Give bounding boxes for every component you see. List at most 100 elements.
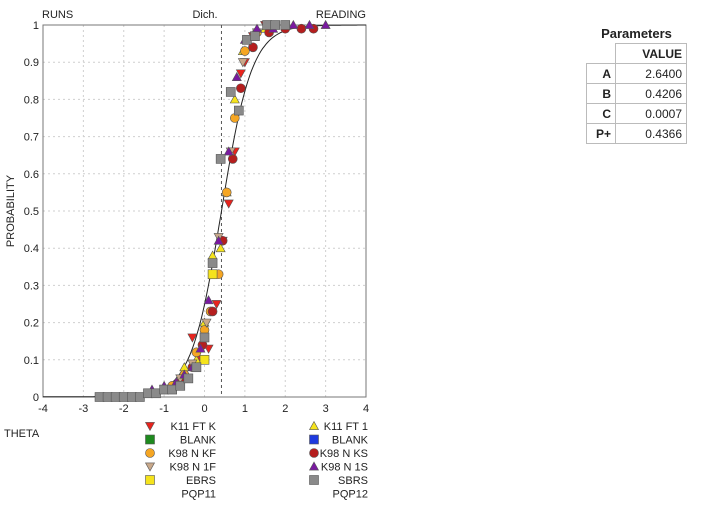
data-point-sbrs — [242, 35, 252, 45]
data-point-k11-ft-k — [235, 69, 246, 79]
legend-marker-k98-n-kf — [145, 448, 155, 458]
data-point-sbrs — [118, 392, 129, 402]
y-tick-label: 0.6 — [24, 169, 39, 181]
x-tick-label: -2 — [119, 403, 129, 415]
legend-marker-k98-n-1f — [144, 462, 156, 472]
x-tick-label: -3 — [78, 403, 88, 415]
parameter-key: P+ — [586, 123, 616, 144]
data-point-sbrs — [250, 31, 260, 41]
legend-marker-k11-ft-1 — [308, 420, 320, 430]
x-tick-label: 0 — [201, 403, 207, 415]
legend-label-k98-n-1f: K98 N 1F — [170, 462, 217, 474]
parameter-row-b: B 0.4206 — [586, 83, 687, 104]
data-point-sbrs — [94, 392, 105, 402]
parameter-row-c: C 0.0007 — [586, 103, 687, 124]
data-point-k98-n-1s — [213, 235, 224, 245]
value-column-header: VALUE — [615, 43, 687, 64]
y-tick-label: 0.8 — [24, 94, 39, 106]
data-point-k98-n-kf — [221, 187, 232, 198]
legend-label-k11-ft-k: K11 FT K — [171, 421, 217, 433]
chart: -4 -3 -2 -1 0 1 2 3 4 00.10.20.30.40.50.60.70.80… — [4, 9, 369, 501]
data-point-k98-n-1s — [304, 19, 315, 29]
data-point-k98-n-1s — [288, 19, 299, 29]
data-point-ebrs — [199, 354, 210, 365]
data-point-sbrs — [262, 20, 272, 30]
y-tick-label: 0 — [33, 392, 39, 404]
legend-label-k11-ft-1: K11 FT 1 — [324, 421, 368, 433]
data-point-sbrs — [127, 392, 137, 402]
y-tick-label: 0.4 — [24, 243, 39, 255]
data-point-sbrs — [270, 20, 280, 30]
y-tick-label: 1 — [33, 20, 39, 32]
data-point-k98-n-ks — [207, 306, 218, 317]
data-point-k98-n-ks — [248, 42, 258, 53]
legend-label-pqp11: PQP11 — [181, 489, 216, 501]
data-point-k11-ft-1 — [215, 243, 226, 253]
parameter-row-a: A 2.6400 — [586, 63, 687, 84]
data-point-k98-n-1s — [231, 71, 242, 81]
parameter-value: 0.0007 — [615, 103, 687, 124]
legend-marker-blank — [145, 434, 155, 445]
data-point-sbrs — [234, 105, 244, 116]
x-tick-label: -1 — [159, 403, 169, 415]
corner-label-center: Dich. — [192, 9, 217, 21]
data-point-sbrs — [110, 392, 121, 402]
parameter-key: C — [586, 103, 616, 124]
legend-label-pqp12: PQP12 — [333, 489, 368, 501]
data-point-sbrs — [183, 373, 194, 384]
legend-marker-k11-ft-k — [144, 422, 156, 432]
parameters-title: Parameters — [601, 26, 672, 41]
data-point-k11-ft-k — [223, 199, 234, 209]
data-point-sbrs — [102, 392, 113, 402]
data-point-sbrs — [159, 384, 169, 395]
data-point-sbrs — [199, 332, 210, 343]
data-point-k98-n-1s — [195, 343, 206, 353]
parameters-table: VALUE A 2.6400 B 0.4206 C 0.0007 P+ 0.43… — [586, 43, 687, 144]
legend-label-ebrs: EBRS — [186, 475, 216, 487]
x-tick-label: 1 — [242, 403, 248, 415]
data-points — [94, 19, 331, 402]
data-point-sbrs — [280, 20, 291, 30]
y-tick-label: 0.7 — [24, 132, 39, 144]
data-point-k11-ft-1 — [229, 94, 240, 104]
x-axis-title: THETA — [4, 428, 40, 440]
data-point-k98-n-ks — [227, 154, 238, 164]
data-point-sbrs — [225, 87, 236, 97]
data-point-sbrs — [143, 388, 153, 399]
x-tick-label: 4 — [363, 403, 369, 415]
y-axis-ticks: 0 0.1 0.2 0.3 0.4 0.5 0.6 0.7 0.8 0.9 1 — [24, 20, 39, 404]
parameter-key: B — [586, 83, 616, 104]
y-tick-label: 0.5 — [24, 206, 39, 218]
data-point-sbrs — [175, 381, 186, 391]
corner-label-right: READING — [316, 9, 366, 21]
data-point-k98-n-1s — [223, 146, 234, 156]
legend-label-sbrs: SBRS — [338, 475, 368, 487]
data-point-k98-n-1s — [203, 295, 214, 305]
data-point-k98-n-1s — [320, 19, 331, 29]
y-tick-label: 0.3 — [24, 280, 39, 292]
legend-label-blank: BLANK — [180, 435, 217, 447]
parameter-value: 0.4206 — [615, 83, 687, 104]
parameter-value: 0.4366 — [615, 123, 687, 144]
plot-frame — [42, 24, 367, 398]
legend-marker-sbrs — [309, 475, 319, 485]
x-tick-label: 3 — [323, 403, 329, 415]
data-point-sbrs — [135, 392, 145, 402]
data-point-k98-n-ks — [236, 83, 246, 94]
y-axis-title: PROBABILITY — [5, 174, 17, 247]
parameter-key: A — [586, 63, 616, 84]
data-point-k11-ft-k — [187, 333, 198, 343]
corner-label-left: RUNS — [42, 9, 73, 21]
legend-label-blank: BLANK — [332, 435, 369, 447]
data-point-k98-n-kf — [240, 46, 250, 56]
legend-marker-k98-n-1s — [308, 461, 320, 471]
data-point-sbrs — [167, 384, 177, 395]
data-point-sbrs — [191, 362, 202, 373]
legend-label-k98-n-1s: K98 N 1S — [321, 462, 368, 474]
data-point-k11-ft-1 — [207, 250, 218, 260]
legend-marker-ebrs — [145, 475, 155, 485]
data-point-k98-n-1f — [201, 318, 212, 328]
data-point-sbrs — [207, 258, 218, 268]
y-tick-label: 0.2 — [24, 318, 39, 330]
